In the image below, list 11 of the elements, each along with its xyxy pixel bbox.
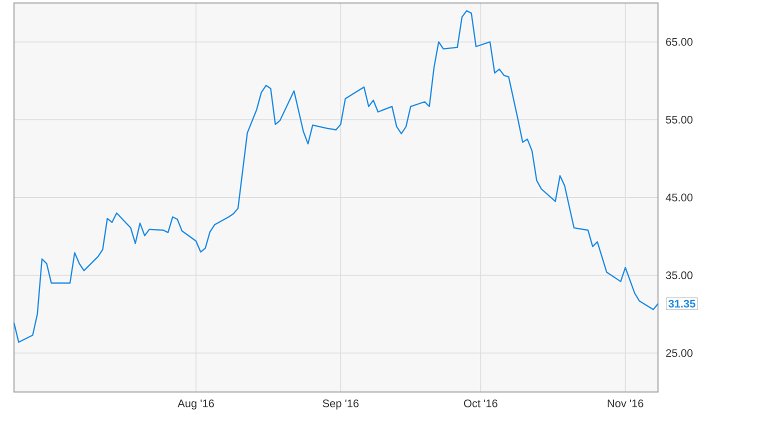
y-tick-label: 65.00 — [666, 38, 693, 46]
x-tick-label: Sep '16 — [322, 400, 359, 410]
y-tick-label: 55.00 — [666, 116, 693, 124]
y-tick-label: 45.00 — [666, 194, 693, 202]
y-tick-label: 35.00 — [666, 271, 693, 280]
x-tick-label: Oct '16 — [464, 400, 498, 408]
x-tick-label: Aug '16 — [178, 400, 214, 410]
x-tick-label: Nov '16 — [608, 400, 644, 408]
data-label: 31.35 — [668, 300, 696, 308]
line-series — [13, 10, 659, 343]
y-tick-label: 25.00 — [666, 349, 693, 357]
